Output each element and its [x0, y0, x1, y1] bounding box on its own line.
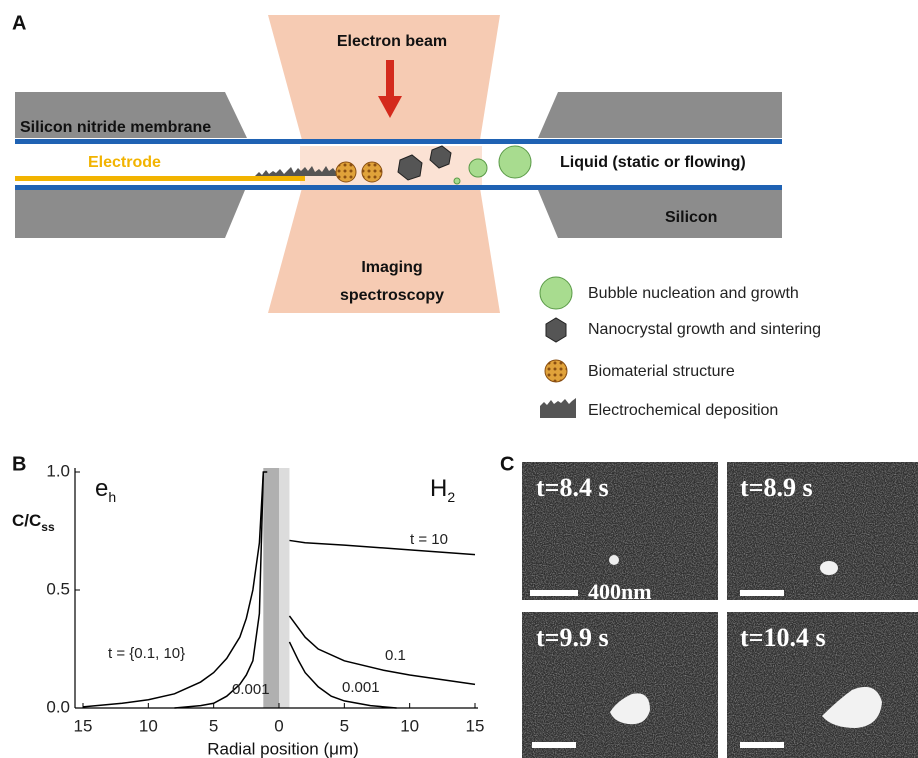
- curve-label: 0.001: [232, 681, 270, 698]
- biomaterial: [362, 162, 382, 182]
- bubble: [609, 555, 619, 565]
- scale-bar: [530, 590, 578, 596]
- shaded-region: [263, 468, 279, 708]
- x-tick-label: 5: [340, 716, 349, 735]
- region-label-sub: h: [108, 489, 116, 505]
- legend-text: Nanocrystal growth and sintering: [588, 321, 821, 338]
- y-tick-label: 0.5: [46, 579, 70, 598]
- x-tick-label: 0: [274, 716, 283, 735]
- y-tick-label: 1.0: [46, 461, 70, 480]
- curve-label: t = 10: [410, 531, 448, 548]
- membrane: [15, 139, 782, 144]
- y-axis-label-sub: ss: [41, 520, 55, 534]
- electrode: [15, 176, 305, 181]
- bubble: [820, 561, 838, 575]
- scale-bar: [740, 742, 784, 748]
- divider: [522, 600, 918, 612]
- membrane-label: Silicon nitride membrane: [20, 119, 211, 136]
- curve-label: 0.1: [385, 647, 406, 664]
- x-tick-label: 10: [139, 716, 158, 735]
- legend-bubble: [540, 277, 572, 309]
- curve-label: t = {0.1, 10}: [108, 645, 185, 662]
- x-tick-label: 10: [400, 716, 419, 735]
- scale-label: 400nm: [588, 579, 652, 604]
- imaging-label: Imaging: [361, 259, 422, 276]
- legend-biomaterial: [545, 360, 567, 382]
- region-label: eh: [95, 475, 116, 504]
- region-label-main: e: [95, 475, 108, 502]
- curve-label: 0.001: [342, 679, 380, 696]
- legend-text: Bubble nucleation and growth: [588, 285, 799, 302]
- micrographs: t=8.4 s t=8.9 s t=9.9 s t=10.4 s 400nm: [522, 462, 918, 758]
- legend-nanocrystal: [546, 318, 566, 342]
- x-axis-label: Radial position (μm): [207, 739, 359, 758]
- curve: [83, 472, 267, 707]
- region-label-main: H: [430, 475, 447, 502]
- frame-time: t=8.9 s: [740, 473, 813, 502]
- liquid-label: Liquid (static or flowing): [560, 154, 746, 171]
- x-tick-label: 5: [209, 716, 218, 735]
- scale-bar: [532, 742, 576, 748]
- scale-bar: [740, 590, 784, 596]
- bubble: [499, 146, 531, 178]
- y-axis-label-main: C/C: [12, 511, 41, 530]
- frame-time: t=8.4 s: [536, 473, 609, 502]
- curve: [289, 616, 475, 684]
- frame-time: t=9.9 s: [536, 623, 609, 652]
- panel-letter: B: [12, 453, 26, 475]
- beam-label: Electron beam: [337, 33, 447, 50]
- x-tick-label: 15: [74, 716, 93, 735]
- curve: [174, 472, 263, 708]
- silicon-block: [15, 190, 245, 238]
- legend-text: Electrochemical deposition: [588, 402, 778, 419]
- figure: A Electron beam Silicon nitride membrane…: [0, 0, 918, 758]
- panel-letter: A: [12, 12, 26, 34]
- silicon-label: Silicon: [665, 209, 717, 226]
- bubble: [454, 178, 460, 184]
- curve: [289, 642, 396, 708]
- region-label-sub: 2: [447, 489, 455, 505]
- y-tick-label: 0.0: [46, 697, 70, 716]
- panel-letter: C: [500, 453, 514, 475]
- x-tick-label: 15: [466, 716, 485, 735]
- imaging-label: spectroscopy: [340, 287, 444, 304]
- electrode-label: Electrode: [88, 154, 161, 171]
- shaded-region: [279, 468, 289, 708]
- silicon-block: [538, 190, 782, 238]
- biomaterial: [336, 162, 356, 182]
- membrane: [15, 185, 782, 190]
- silicon-block: [538, 92, 782, 138]
- legend-deposition: [540, 398, 576, 418]
- frame-time: t=10.4 s: [740, 623, 826, 652]
- bubble: [469, 159, 487, 177]
- y-axis-label: C/Css: [12, 511, 55, 534]
- legend-text: Biomaterial structure: [588, 363, 735, 380]
- region-label: H2: [430, 475, 455, 504]
- beam-arrow: [386, 60, 394, 98]
